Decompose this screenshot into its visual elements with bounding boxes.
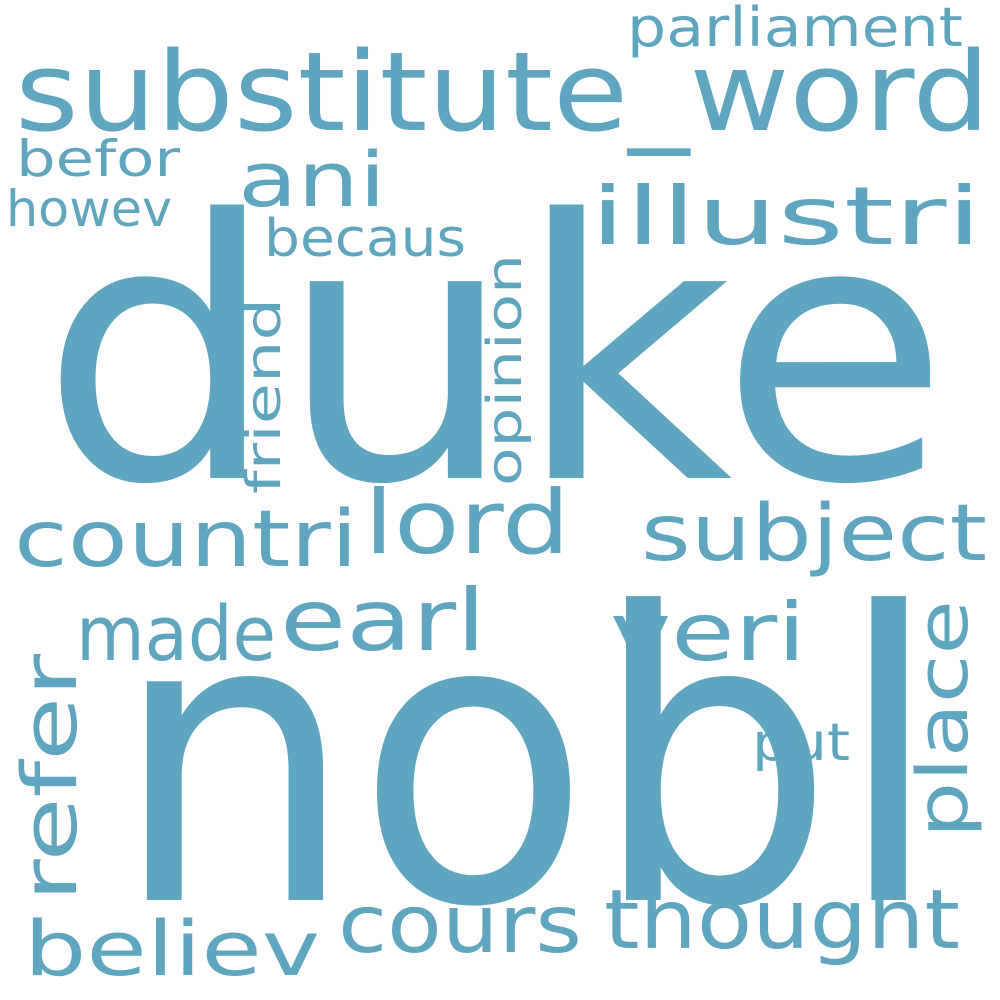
word-befor: befor <box>16 130 181 188</box>
word-howev: howev <box>6 180 172 238</box>
word-duke: duke <box>40 144 950 563</box>
word-opinion: opinion <box>477 254 533 486</box>
word-thought: thought <box>604 873 960 968</box>
word-countri: countri <box>14 495 358 585</box>
word-parliament: parliament <box>627 0 963 59</box>
word-friend: friend <box>236 298 292 494</box>
word-refer: refer <box>5 653 94 902</box>
word-place: place <box>902 600 984 838</box>
word-lord: lord <box>364 471 570 574</box>
word-put: put <box>752 713 850 773</box>
word-becaus: becaus <box>264 209 466 269</box>
word-earl: earl <box>280 571 486 671</box>
word-cours: cours <box>338 878 582 971</box>
word-ani: ani <box>238 135 386 224</box>
word-nobl: nobl <box>112 530 942 995</box>
word-believ: believ <box>24 904 320 993</box>
word-illustri: illustri <box>590 170 982 263</box>
word-veri: veri <box>610 586 806 679</box>
word-made: made <box>76 589 276 678</box>
word-substitute-word: substitute_word <box>15 28 990 156</box>
word-subject: subject <box>641 489 987 579</box>
